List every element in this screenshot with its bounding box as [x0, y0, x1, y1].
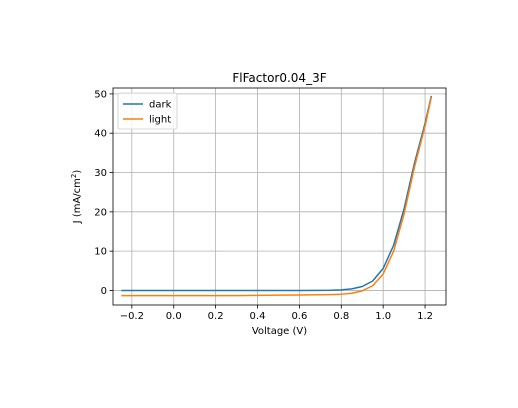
legend: dark light	[118, 93, 177, 129]
y-tick-label: 50	[94, 89, 107, 100]
x-tick-label: 1.0	[375, 311, 391, 322]
x-tick-label: 0.2	[208, 311, 224, 322]
x-tick-label: 0.8	[333, 311, 349, 322]
x-tick-label: 1.2	[417, 311, 433, 322]
x-tick-label: −0.2	[120, 311, 144, 322]
x-axis-label: Voltage (V)	[252, 326, 307, 337]
chart-title: FlFactor0.04_3F	[232, 71, 326, 85]
y-axis-label-main: J (mA/cm	[72, 178, 83, 224]
x-tick-label: 0.0	[166, 311, 182, 322]
legend-entry-light: light	[149, 115, 171, 126]
y-tick-label: 10	[94, 247, 107, 258]
x-tick-label: 0.6	[291, 311, 307, 322]
y-tick-label: 30	[94, 168, 107, 179]
y-tick-label: 20	[94, 207, 107, 218]
y-axis-label-close: )	[72, 170, 83, 174]
y-tick-label: 40	[94, 129, 107, 140]
legend-entry-dark: dark	[149, 100, 172, 111]
x-tick-label: 0.4	[250, 311, 266, 322]
y-tick-label: 0	[101, 286, 107, 297]
